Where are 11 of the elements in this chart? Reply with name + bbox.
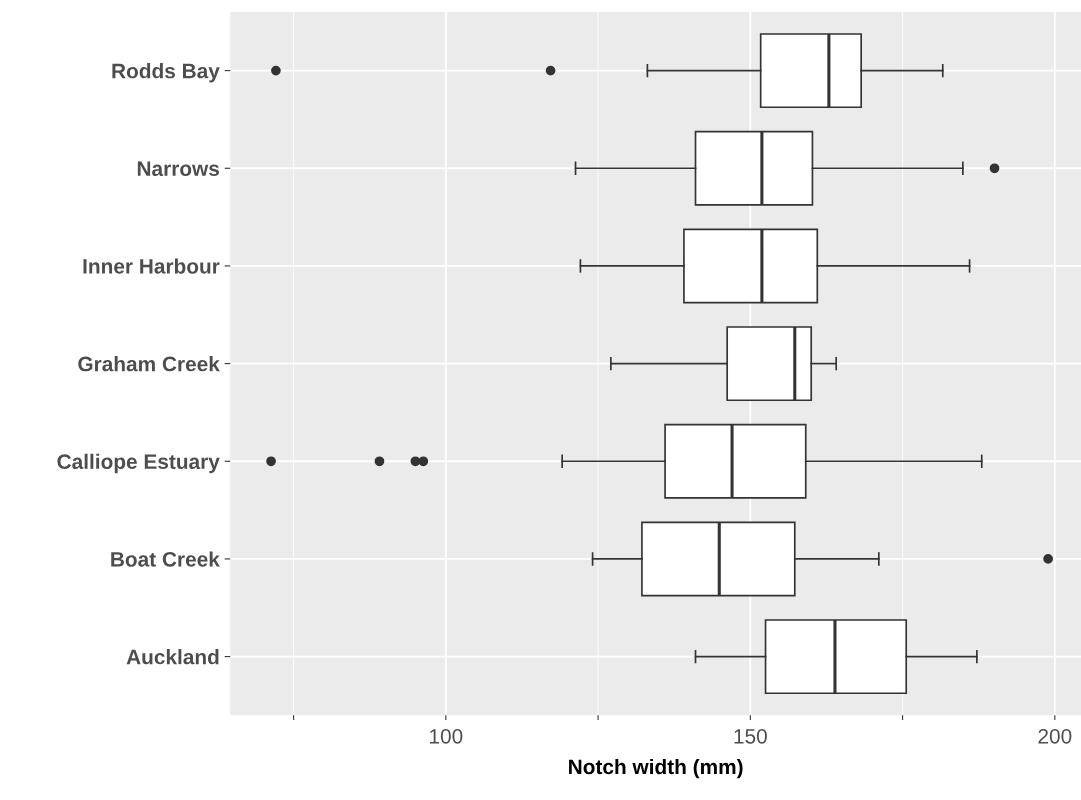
y-tick-label: Boat Creek [111,551,220,567]
x-tick-label: 100 [430,728,463,744]
y-tick-label: Calliope Estuary [57,453,220,474]
y-tick-label: Inner Harbour [83,258,220,274]
x-tick-label: 150 [734,728,767,744]
x-tick-label: 200 [1038,728,1072,744]
y-tick-label: Narrows [137,161,219,177]
y-tick-label: Auckland [126,649,219,665]
y-tick-label: Rodds Bay [112,63,220,83]
x-axis-title: Notch width (mm) [569,758,743,779]
y-tick-label: Graham Creek [78,356,220,372]
